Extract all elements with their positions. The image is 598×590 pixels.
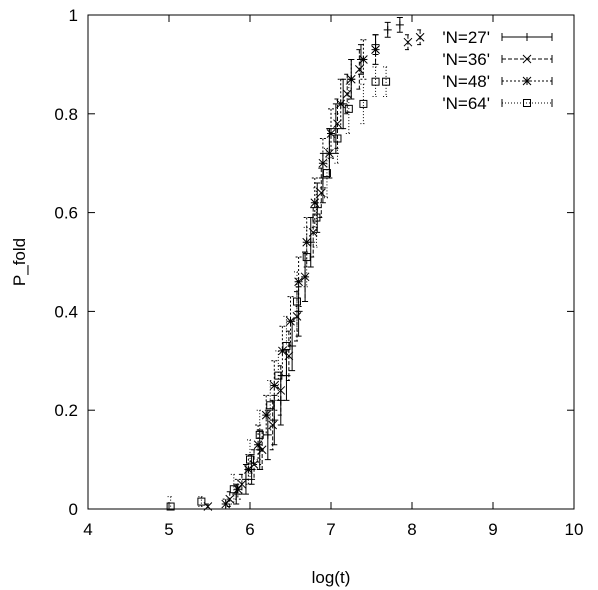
data-point	[371, 66, 380, 98]
data-point	[354, 49, 364, 90]
data-point	[333, 113, 342, 164]
data-point	[371, 34, 380, 65]
data-point	[313, 182, 322, 233]
data-point	[237, 473, 247, 495]
y-tick-label: 0.6	[54, 204, 78, 223]
series-4	[166, 66, 391, 511]
y-tick-label: 0.4	[54, 302, 78, 321]
x-tick-label: 5	[164, 520, 173, 539]
legend-label: 'N=36'	[442, 50, 490, 69]
legend-marker	[522, 76, 532, 86]
data-point	[244, 454, 253, 485]
data-point	[197, 496, 206, 508]
legend-errbar-caps	[501, 55, 553, 63]
data-point	[274, 350, 283, 401]
x-axis-label: log(t)	[312, 568, 351, 587]
data-point	[316, 167, 326, 219]
y-axis: 0 0.2 0.4 0.6 0.8 1	[54, 6, 574, 519]
y-axis-label: P_fold	[10, 238, 29, 286]
data-point	[308, 207, 318, 258]
data-point	[233, 478, 243, 500]
data-point	[325, 128, 334, 179]
data-point	[253, 424, 263, 466]
data-point	[282, 315, 291, 377]
data-point	[382, 66, 391, 98]
data-point	[249, 449, 259, 480]
legend-marker	[523, 99, 531, 107]
data-point	[261, 394, 271, 436]
data-point	[286, 296, 295, 347]
data-point	[322, 147, 331, 199]
legend-label: 'N=48'	[442, 72, 490, 91]
data-point	[403, 34, 413, 51]
data-point	[336, 78, 346, 130]
x-tick-label: 8	[407, 520, 416, 539]
data-point	[266, 380, 275, 431]
x-tick-label: 9	[488, 520, 497, 539]
data-point	[255, 409, 264, 461]
y-tick-label: 0.8	[54, 105, 78, 124]
data-point	[344, 83, 353, 135]
legend-errbar-caps	[501, 77, 553, 85]
plot-area	[166, 16, 425, 511]
data-point	[346, 58, 356, 100]
legend-marker	[523, 33, 531, 41]
data-point	[395, 16, 404, 33]
series-3	[221, 34, 380, 510]
data-point	[292, 271, 301, 332]
series-2	[203, 29, 425, 511]
legend-label: 'N=27'	[442, 28, 490, 47]
legend-item: 'N=36'	[442, 50, 553, 69]
data-point	[359, 39, 368, 80]
data-point	[383, 21, 392, 38]
legend-errbar-caps	[501, 33, 553, 41]
legend-item: 'N=48'	[442, 72, 553, 91]
data-point	[326, 108, 336, 159]
data-point	[269, 360, 279, 411]
data-point	[221, 498, 231, 510]
legend-errbar-caps	[501, 99, 553, 107]
legend: 'N=27' 'N=36' 'N=48' 'N=64'	[442, 28, 553, 113]
data-point	[246, 439, 254, 480]
x-tick-label: 7	[326, 520, 335, 539]
x-tick-label: 10	[565, 520, 584, 539]
legend-item: 'N=64'	[442, 94, 553, 113]
data-point	[278, 325, 287, 377]
legend-item: 'N=27'	[442, 28, 553, 47]
data-point	[302, 217, 312, 268]
data-point	[415, 29, 425, 46]
x-axis: 4 5 6 7 8 9 10	[83, 15, 583, 539]
legend-label: 'N=64'	[442, 94, 490, 113]
plot-frame	[87, 14, 575, 510]
data-point	[294, 256, 303, 307]
data-point	[203, 502, 213, 511]
data-point	[342, 73, 352, 115]
legend-marker	[522, 54, 532, 64]
data-point	[359, 83, 368, 125]
x-tick-label: 4	[83, 520, 92, 539]
data-point	[302, 226, 311, 288]
data-point	[166, 496, 175, 511]
y-tick-label: 0.2	[54, 401, 78, 420]
y-tick-label: 0	[69, 500, 78, 519]
data-point	[318, 138, 328, 189]
data-point	[229, 473, 238, 505]
y-tick-label: 1	[69, 6, 78, 25]
data-point	[312, 187, 321, 248]
x-tick-label: 6	[245, 520, 254, 539]
data-point	[270, 394, 279, 446]
